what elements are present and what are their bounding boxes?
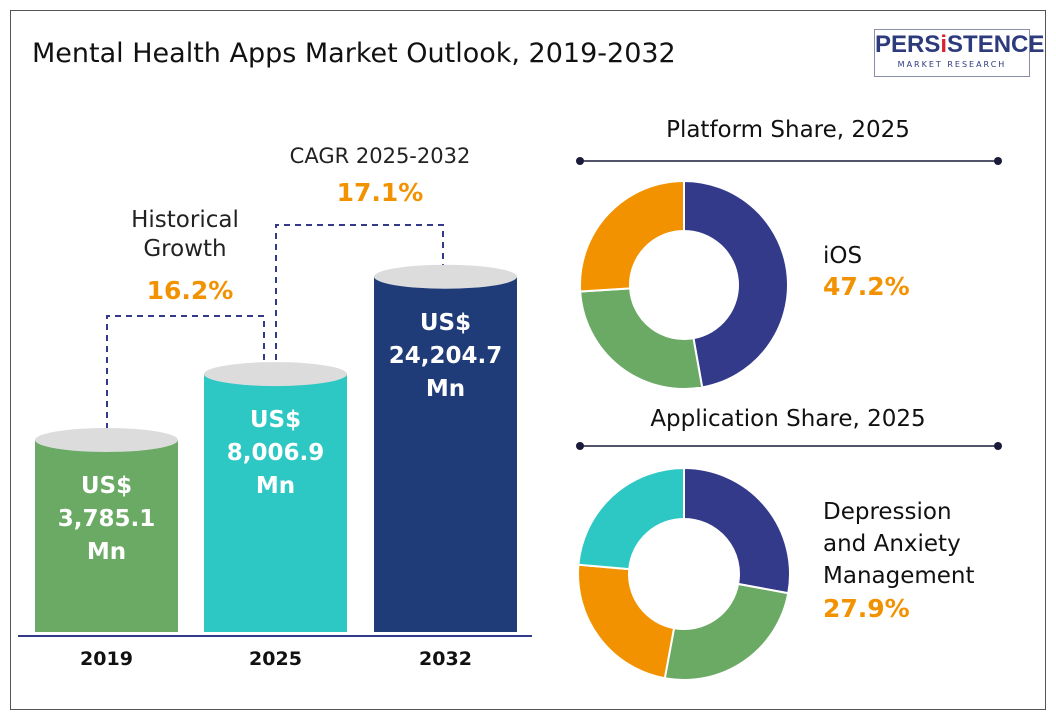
label-line: Depression bbox=[823, 499, 952, 525]
historical-label: Historical Growth bbox=[105, 206, 265, 264]
donut-slice bbox=[577, 563, 676, 680]
ios-value: 47.2% bbox=[823, 272, 910, 301]
bar-2025 bbox=[204, 374, 347, 632]
divider-dot bbox=[994, 442, 1002, 450]
bar-value-line: Mn bbox=[86, 539, 127, 565]
bar-value-line: Mn bbox=[425, 375, 466, 402]
label-line: Management bbox=[823, 563, 975, 589]
application-share-title: Application Share, 2025 bbox=[650, 406, 926, 432]
logo-sub: MARKET RESEARCH bbox=[897, 60, 1007, 69]
depression-anxiety-value: 27.9% bbox=[823, 594, 910, 623]
depression-anxiety-label: Depression and Anxiety Management bbox=[823, 496, 975, 592]
frame bbox=[10, 10, 1046, 710]
bar-value-line: 8,006.9 bbox=[226, 440, 325, 467]
divider-dot bbox=[576, 157, 584, 165]
donut-slice bbox=[577, 466, 685, 571]
bar-value-label: US$ 8,006.9 Mn bbox=[204, 404, 347, 503]
donut-slice bbox=[579, 179, 685, 293]
year-label-2019: 2019 bbox=[80, 648, 133, 670]
cagr-value: 17.1% bbox=[336, 178, 424, 207]
bar-value-line: US$ bbox=[419, 309, 472, 336]
historical-growth-value: 16.2% bbox=[146, 276, 234, 305]
divider-dot bbox=[994, 157, 1002, 165]
historical-connector bbox=[106, 315, 265, 440]
donut-slice bbox=[683, 179, 789, 389]
bar-value-label: US$ 3,785.1 Mn bbox=[35, 470, 178, 569]
year-label-2032: 2032 bbox=[419, 648, 472, 670]
bar-value-line: 3,785.1 bbox=[57, 506, 156, 532]
historical-label-line2: Growth bbox=[143, 236, 227, 262]
bar-value-label: US$ 24,204.7 Mn bbox=[374, 307, 517, 406]
cagr-label: CAGR 2025-2032 bbox=[289, 144, 471, 168]
logo-brand: PERSiSTENCE bbox=[875, 31, 1045, 58]
divider-dot bbox=[576, 442, 584, 450]
donut-slice bbox=[579, 287, 704, 390]
year-label-2025: 2025 bbox=[249, 648, 302, 670]
logo: PERSiSTENCE MARKET RESEARCH bbox=[874, 29, 1045, 77]
bar-2032 bbox=[374, 276, 517, 632]
bar-top-2025 bbox=[204, 362, 347, 387]
platform-share-title: Platform Share, 2025 bbox=[666, 117, 910, 143]
cagr-connector bbox=[275, 224, 444, 360]
bar-value-line: US$ bbox=[249, 407, 302, 434]
ios-label: iOS bbox=[823, 243, 863, 269]
bar-top-2019 bbox=[35, 428, 178, 452]
label-line: and Anxiety bbox=[823, 531, 961, 557]
donut-slice bbox=[683, 466, 791, 595]
page-title: Mental Health Apps Market Outlook, 2019-… bbox=[32, 38, 676, 69]
donut-slice bbox=[663, 582, 790, 681]
bar-value-line: US$ bbox=[80, 473, 133, 499]
bar-2019 bbox=[35, 440, 178, 632]
historical-label-line1: Historical bbox=[131, 207, 239, 233]
bar-top-2032 bbox=[374, 264, 517, 289]
bar-value-line: Mn bbox=[255, 473, 296, 500]
bar-value-line: 24,204.7 bbox=[388, 342, 503, 369]
